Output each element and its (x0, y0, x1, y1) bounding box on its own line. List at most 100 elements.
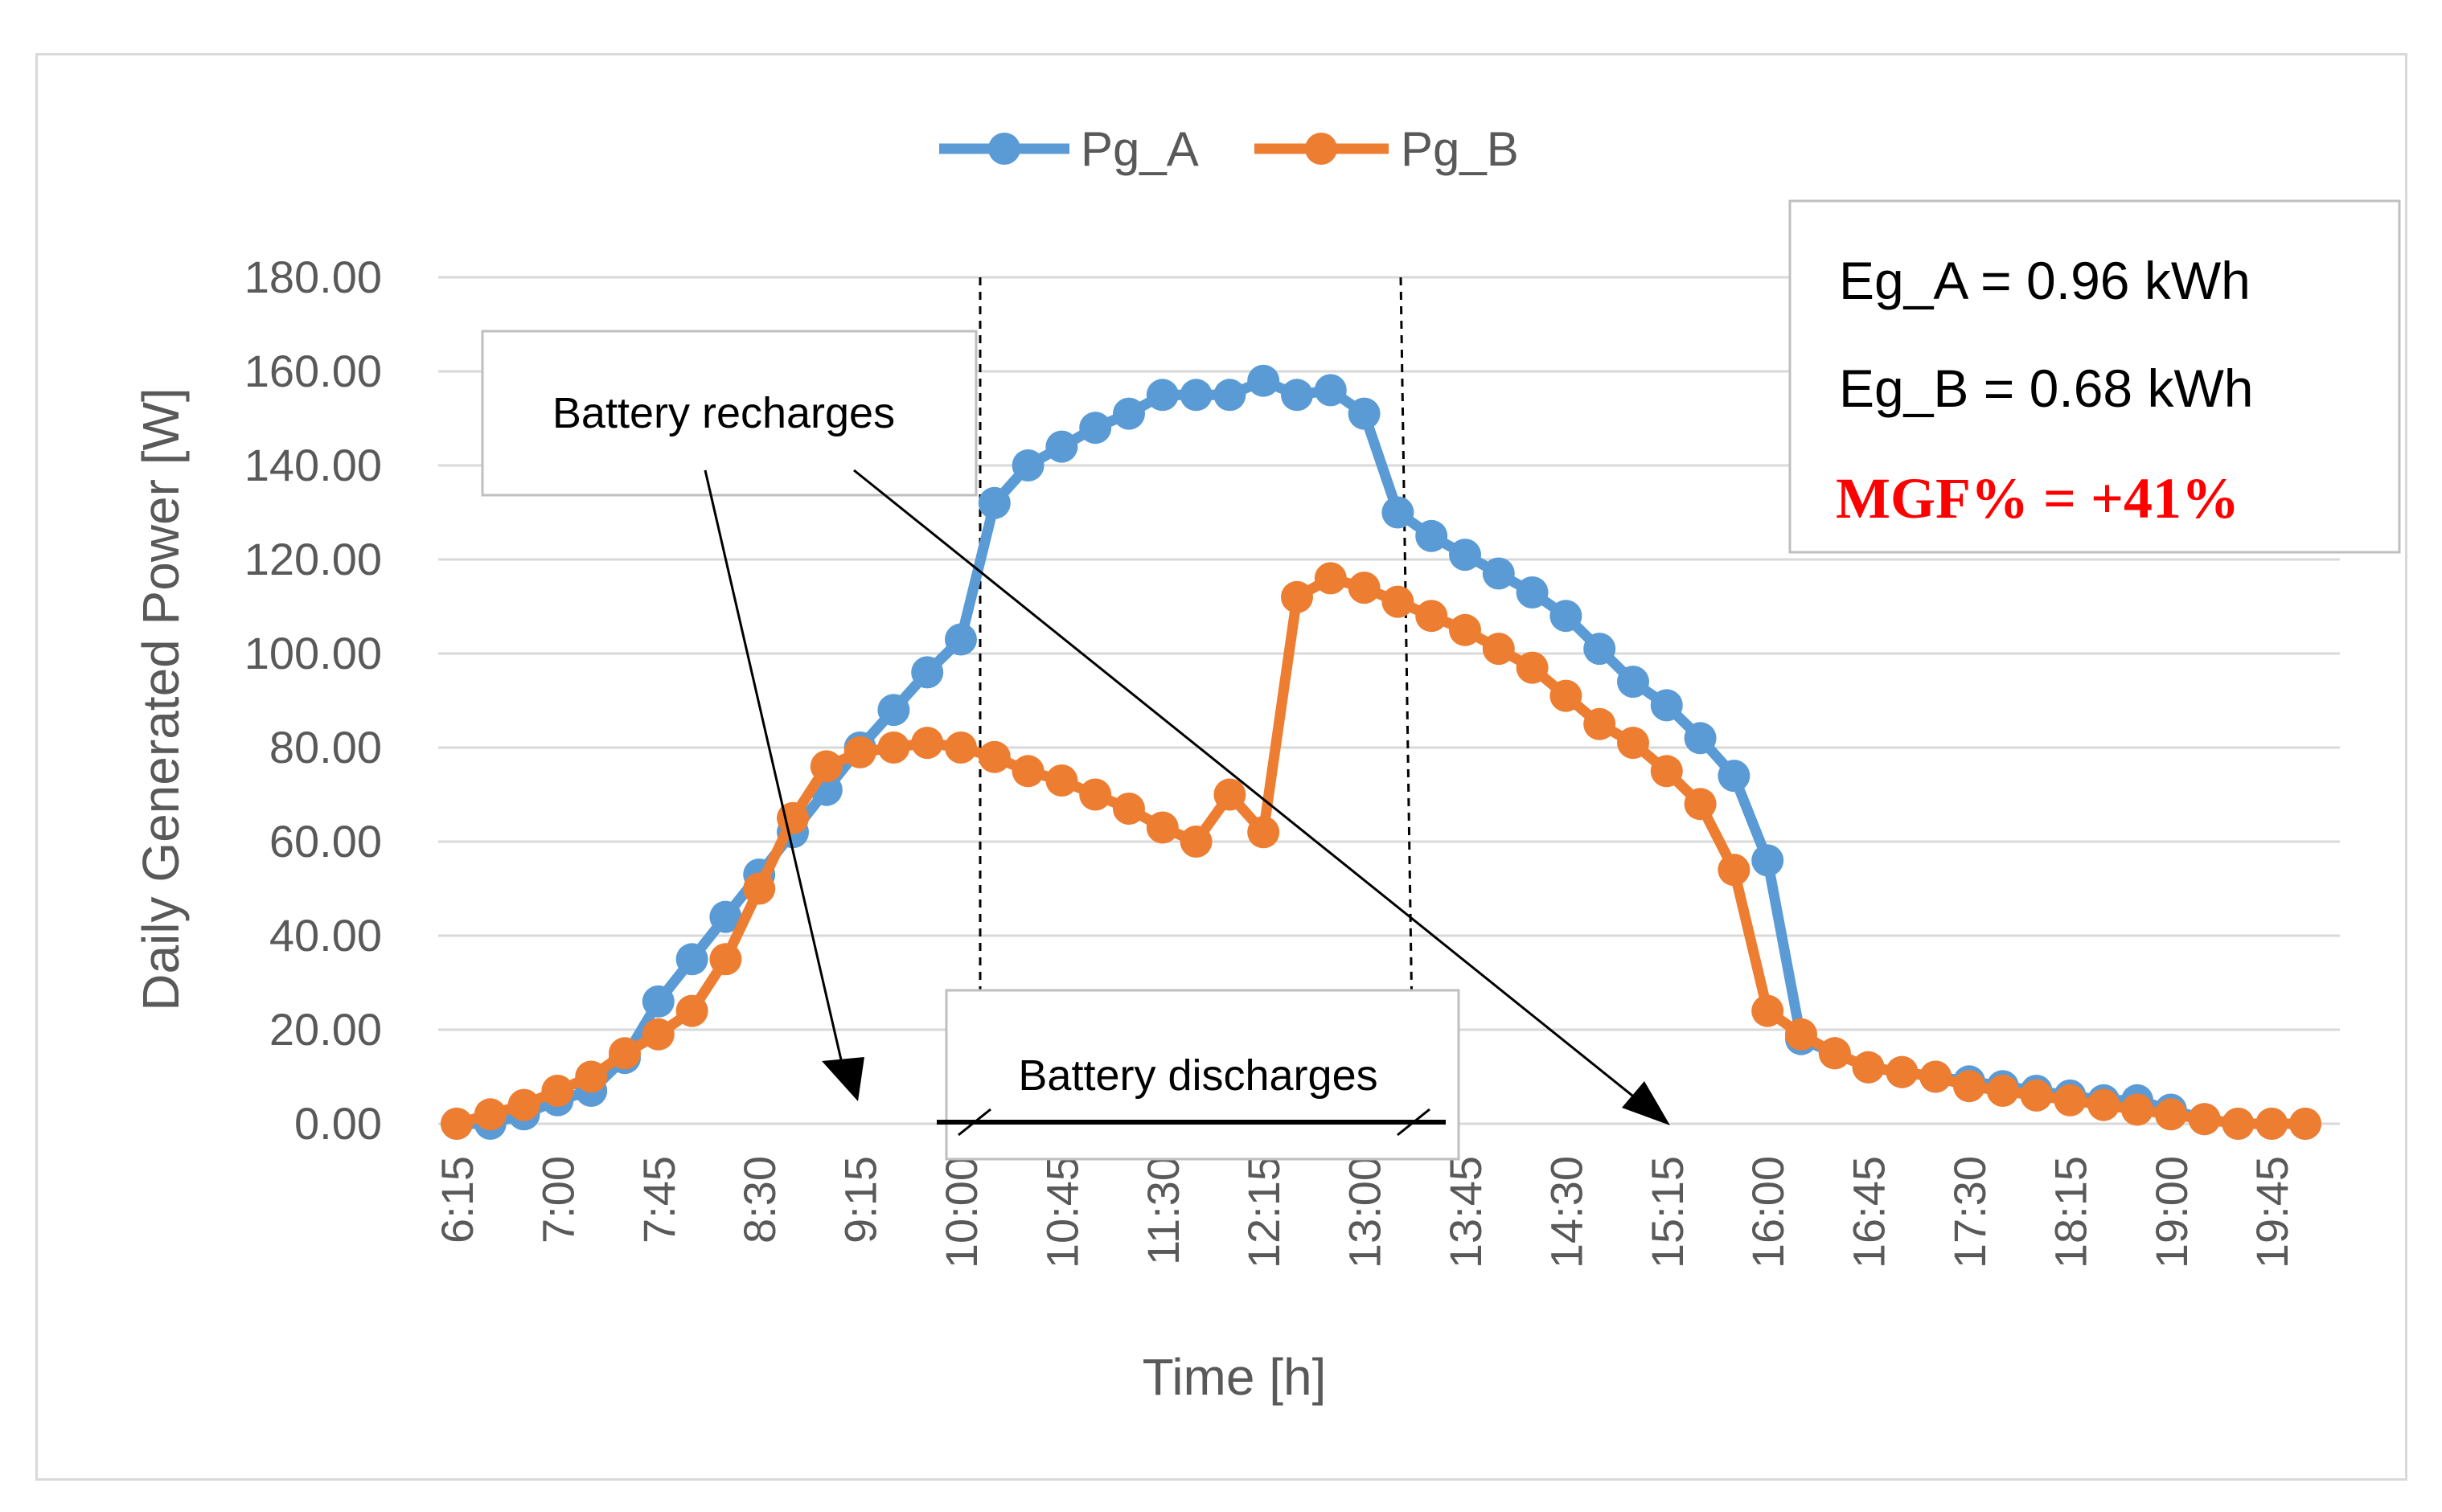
data-point (911, 656, 944, 689)
data-point (1751, 994, 1784, 1027)
data-point (743, 872, 776, 905)
x-tick-label: 18:15 (2045, 1156, 2095, 1268)
data-point (1113, 793, 1145, 825)
data-point (1516, 576, 1549, 608)
data-point (1113, 397, 1145, 430)
x-tick-label: 17:30 (1944, 1156, 1995, 1268)
data-point (1213, 778, 1246, 811)
discharge-tick-left (958, 1108, 991, 1137)
recharge-arrowhead-right (1622, 1081, 1670, 1125)
x-axis-title: Time [h] (1143, 1348, 1327, 1406)
data-point (1045, 764, 1078, 797)
data-point (810, 750, 843, 783)
data-point (1281, 379, 1313, 412)
legend-label-pg-a: Pg_A (1081, 122, 1199, 176)
x-tick-label: 16:00 (1742, 1156, 1793, 1268)
data-point (675, 994, 708, 1027)
legend-marker-pg-a (988, 133, 1020, 165)
data-point (675, 943, 708, 976)
data-point (1583, 633, 1616, 666)
data-point (1449, 539, 1481, 572)
x-tick-label: 7:00 (532, 1156, 583, 1244)
data-point (575, 1060, 608, 1093)
y-tick-label: 100.00 (244, 628, 382, 678)
battery-discharge-guides (979, 277, 1415, 1125)
data-point (642, 1018, 675, 1051)
data-point (2289, 1108, 2321, 1140)
data-point (609, 1037, 641, 1070)
series-pg-b (441, 562, 2321, 1140)
data-point (1449, 613, 1481, 646)
data-point (1079, 778, 1112, 811)
discharge-label: Battery discharges (1018, 1051, 1377, 1100)
data-point (1482, 633, 1515, 666)
data-point (1650, 755, 1683, 788)
data-point (474, 1098, 507, 1131)
data-point (2154, 1098, 2187, 1131)
data-point (1785, 1018, 1817, 1051)
x-tick-label: 11:30 (1138, 1156, 1188, 1265)
data-point (1684, 788, 1717, 821)
data-point (978, 486, 1011, 519)
data-point (1617, 666, 1649, 699)
recharge-arrowhead-left (822, 1057, 864, 1101)
data-point (945, 623, 977, 656)
data-point (843, 736, 876, 768)
discharge-tick-right (1397, 1108, 1430, 1137)
data-point (709, 900, 742, 933)
data-point (1348, 572, 1381, 604)
data-point (1012, 755, 1045, 788)
data-point (541, 1075, 574, 1107)
legend-marker-pg-b (1305, 133, 1337, 165)
data-point (1146, 811, 1179, 844)
y-tick-label: 20.00 (269, 1004, 382, 1055)
data-point (1381, 496, 1414, 529)
series-layer (441, 364, 2321, 1140)
x-tick-label: 19:45 (2247, 1156, 2297, 1268)
data-point (1919, 1060, 1952, 1093)
y-tick-label: 60.00 (269, 816, 382, 867)
data-point (1314, 562, 1347, 595)
data-point (2188, 1103, 2221, 1136)
data-point (1986, 1075, 2019, 1107)
eg-a-value: Eg_A = 0.96 kWh (1839, 251, 2251, 310)
x-tick-label: 9:15 (835, 1156, 886, 1244)
x-tick-label: 8:30 (734, 1156, 785, 1244)
data-point (1247, 816, 1280, 849)
data-point (1213, 379, 1246, 412)
y-tick-label: 0.00 (294, 1098, 382, 1149)
y-axis-ticks: 0.00 20.00 40.00 60.00 80.00 100.00 120.00 140.… (244, 252, 382, 1149)
data-point (709, 943, 742, 976)
mgf-value: MGF% = +41% (1836, 466, 2239, 531)
y-tick-label: 120.00 (244, 534, 382, 584)
data-point (1718, 760, 1750, 793)
recharge-arrow-right (853, 469, 1645, 1107)
recharge-arrow-left (704, 469, 847, 1078)
data-point (1180, 826, 1213, 858)
x-tick-label: 10:00 (936, 1156, 987, 1268)
data-point (1012, 449, 1045, 481)
data-point (642, 985, 675, 1018)
data-point (1482, 557, 1515, 590)
y-tick-label: 140.00 (244, 440, 382, 490)
data-point (1583, 707, 1616, 740)
legend: Pg_A Pg_B (939, 122, 1519, 176)
y-tick-label: 40.00 (269, 910, 382, 961)
x-tick-label: 13:00 (1340, 1156, 1390, 1268)
x-tick-label: 19:00 (2146, 1156, 2197, 1268)
x-tick-label: 14:30 (1541, 1156, 1591, 1268)
data-point (507, 1088, 540, 1121)
x-tick-label: 6:15 (432, 1156, 482, 1244)
discharge-annotation: Battery discharges (937, 989, 1460, 1161)
y-axis-title: Daily Generated Power [W] (132, 387, 190, 1010)
data-point (2020, 1079, 2053, 1112)
y-tick-label: 180.00 (244, 252, 382, 302)
eg-b-value: Eg_B = 0.68 kWh (1839, 359, 2253, 418)
recharge-label: Battery recharges (552, 389, 895, 437)
data-point (1751, 844, 1784, 877)
data-point (1953, 1070, 1985, 1103)
energy-stats-frame (1788, 199, 2401, 554)
legend-label-pg-b: Pg_B (1401, 122, 1519, 176)
data-point (2121, 1093, 2153, 1126)
